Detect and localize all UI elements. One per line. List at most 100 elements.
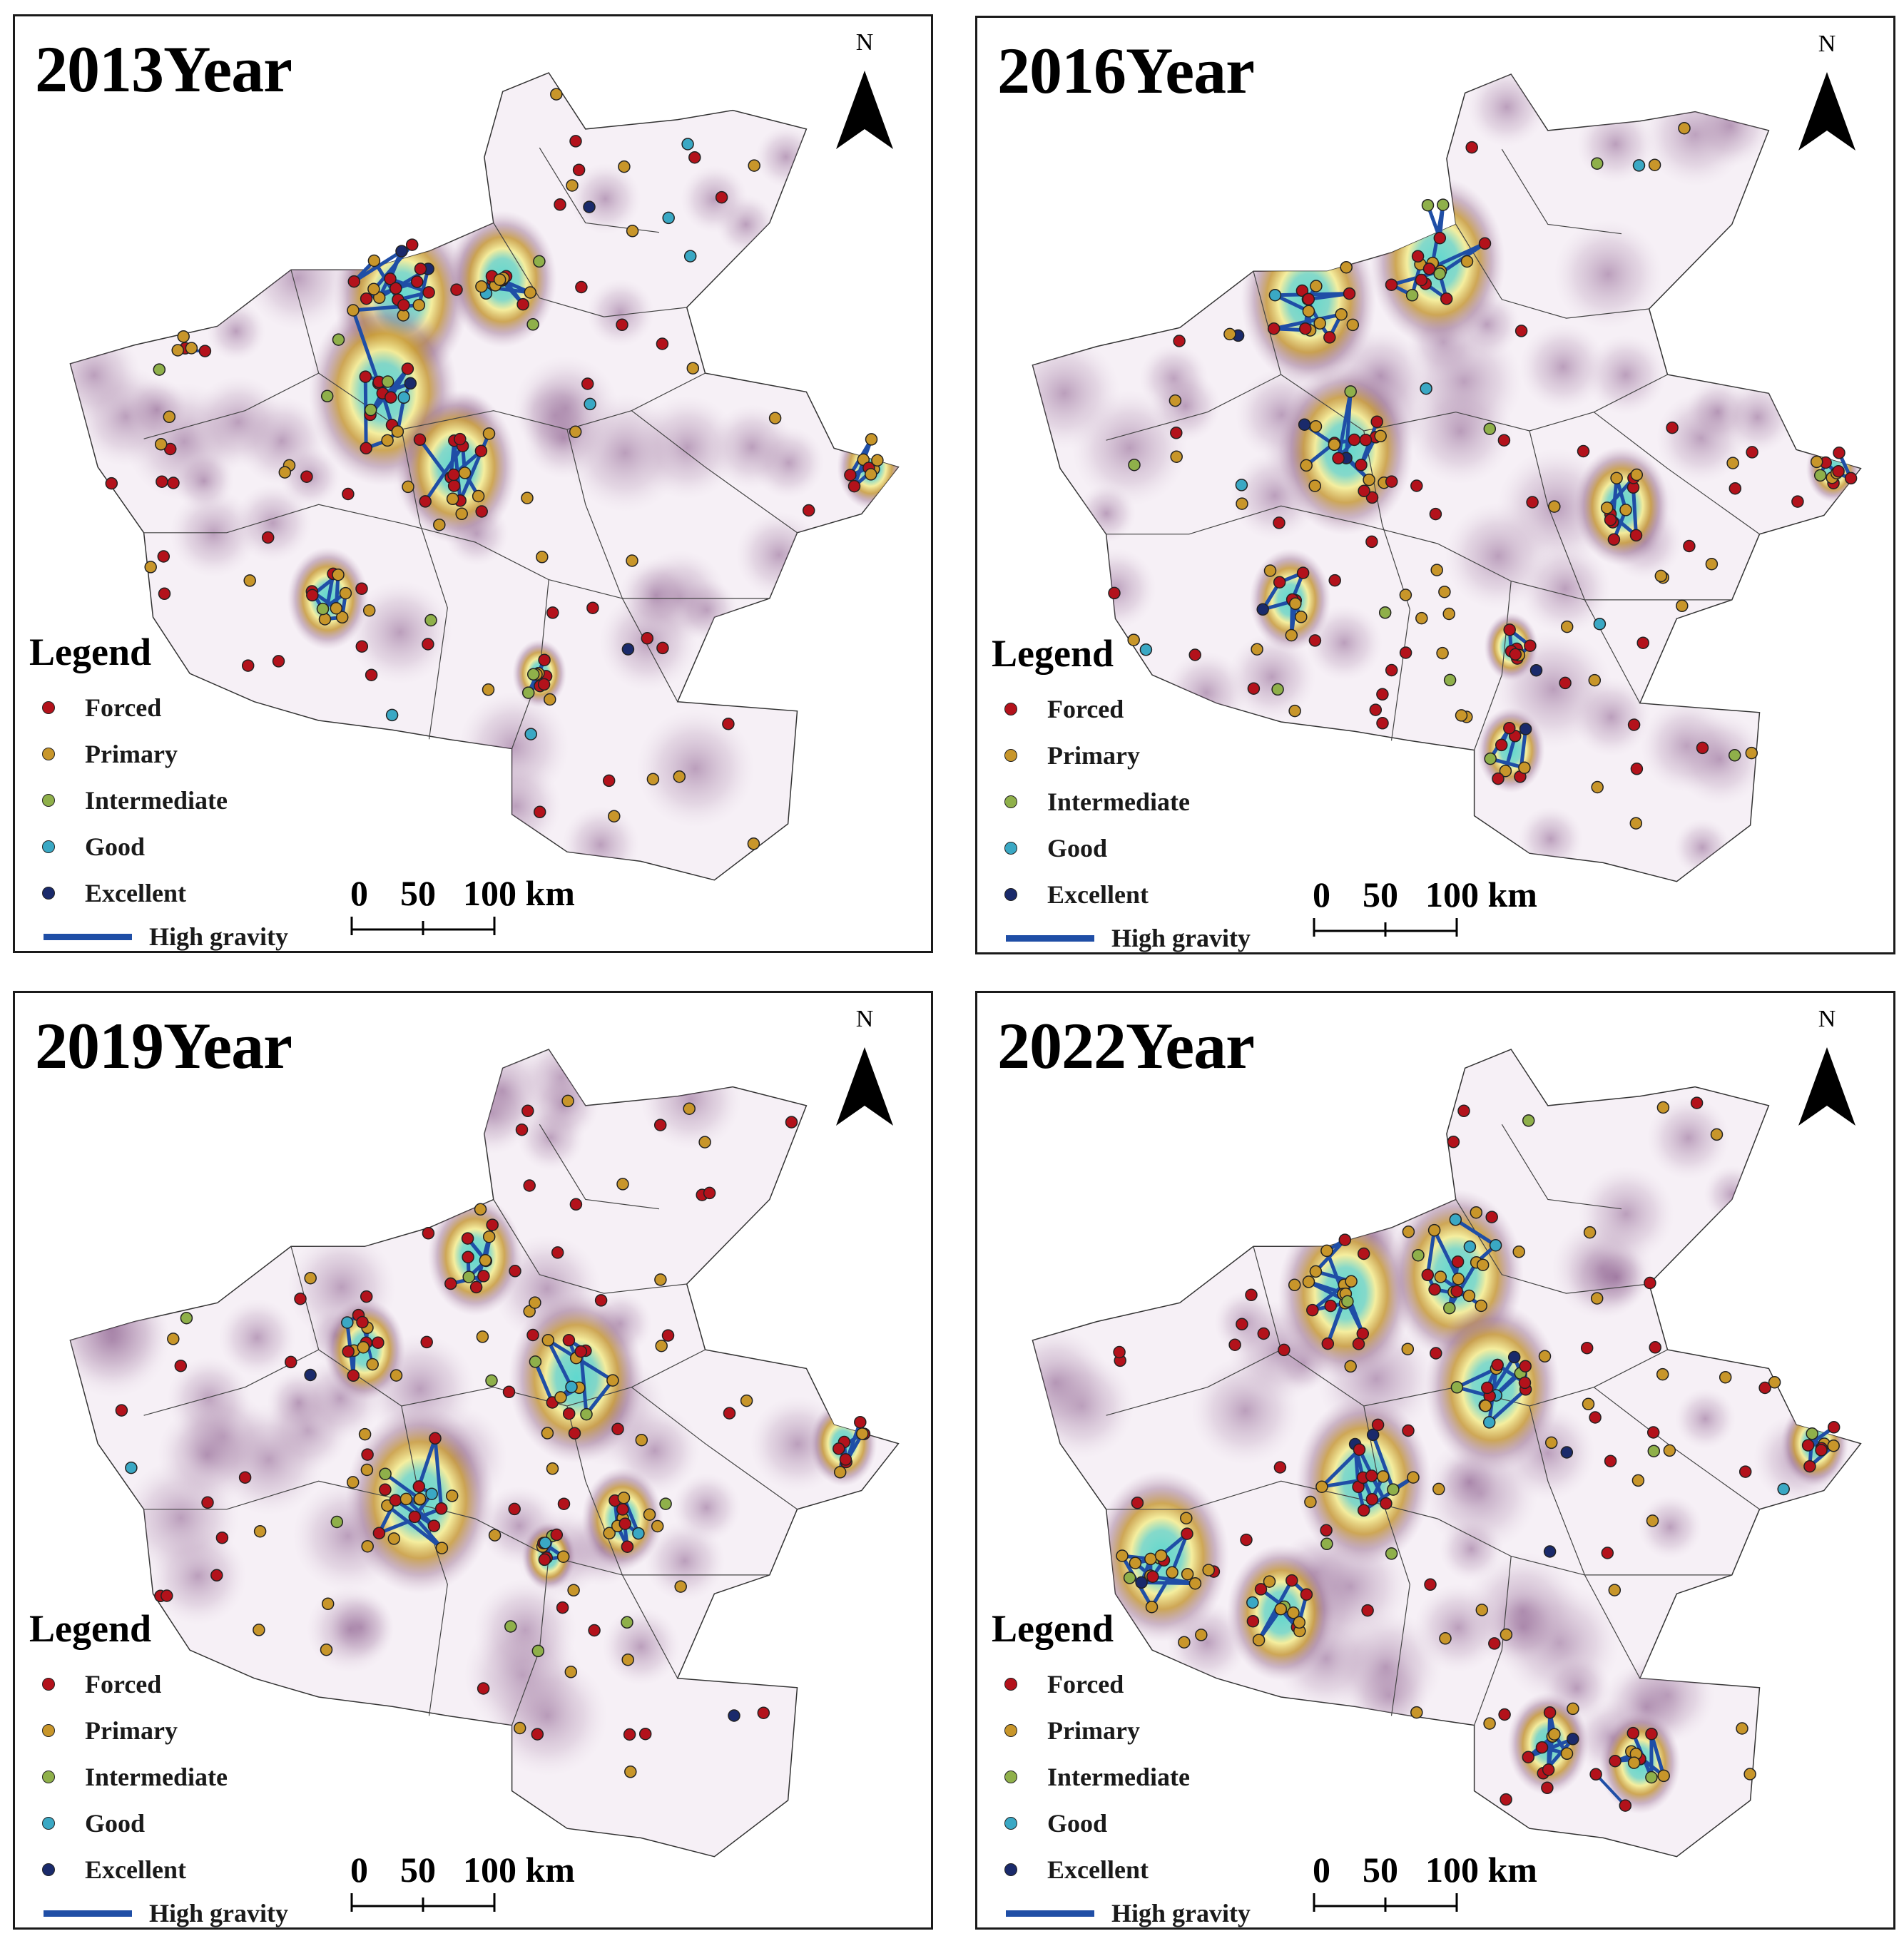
county-point [1777, 1482, 1790, 1496]
density-blob [1519, 542, 1612, 635]
county-point [1356, 1327, 1370, 1340]
county-point [379, 1467, 392, 1480]
county-point [1401, 1343, 1415, 1355]
county-point [1690, 1096, 1704, 1109]
county-point [1827, 1421, 1841, 1434]
county-point [588, 1624, 601, 1637]
county-point [404, 377, 417, 390]
county-point [210, 1569, 223, 1582]
county-point [1476, 1258, 1490, 1271]
county-point [385, 391, 397, 404]
county-points [105, 88, 884, 850]
county-point [1385, 475, 1398, 488]
county-point [180, 1311, 193, 1325]
county-point [646, 773, 660, 786]
density-blob [565, 393, 685, 513]
county-point [1421, 198, 1435, 212]
density-blob [125, 377, 189, 442]
county-point [1678, 121, 1691, 135]
county-point [1544, 1436, 1558, 1450]
county-point [1541, 1781, 1554, 1795]
county-point [1833, 447, 1846, 459]
county-point [1421, 1268, 1435, 1282]
county-point [1293, 1616, 1306, 1629]
county-point [144, 561, 157, 574]
county-point [656, 641, 669, 655]
county-point [1645, 1771, 1658, 1784]
county-point [1129, 1557, 1142, 1569]
county-point [384, 272, 397, 285]
hotspot [508, 1292, 644, 1464]
hotspot [427, 1196, 523, 1316]
county-point [1542, 1763, 1555, 1776]
legend-item-primary: Primary [29, 730, 329, 777]
county-point [408, 1510, 422, 1524]
county-point [1509, 648, 1522, 661]
county-point [1696, 741, 1709, 755]
legend-label: Primary [85, 739, 178, 768]
north-arrow: N [1795, 1006, 1859, 1141]
county-point [346, 1476, 360, 1489]
county-boundary [566, 429, 678, 702]
county-point [1560, 1747, 1574, 1761]
legend-item-excellent: Excellent [992, 1846, 1291, 1892]
county-point [1498, 1708, 1511, 1721]
county-point [1308, 479, 1321, 492]
county-point [1306, 1303, 1319, 1317]
county-point [1352, 1338, 1365, 1350]
county-point [1644, 1276, 1656, 1290]
county-boundary [1455, 1199, 1649, 1294]
good-dot-icon [1004, 841, 1017, 855]
county-point [1593, 617, 1607, 631]
county-point [1439, 1632, 1452, 1645]
county-point [1428, 1283, 1441, 1296]
county-point [618, 1517, 631, 1530]
county-point [1810, 455, 1823, 469]
county-boundary [1529, 1405, 1641, 1678]
county-point [653, 1119, 667, 1131]
county-point [1113, 1345, 1126, 1359]
legend-item-high-gravity: High gravity [29, 916, 329, 951]
county-point [529, 1355, 542, 1368]
county-boundary [1529, 430, 1641, 703]
county-point [1791, 495, 1804, 508]
county-point [316, 602, 330, 616]
primary-dot-icon [42, 747, 55, 760]
county-point [360, 292, 373, 305]
county-point [1173, 335, 1186, 347]
county-point [531, 1644, 545, 1658]
density-blob [156, 1405, 258, 1505]
legend-item-primary: Primary [29, 1707, 329, 1753]
county-point [603, 1527, 616, 1540]
county-point [1647, 1445, 1661, 1457]
good-dot-icon [1004, 1816, 1017, 1830]
county-point [541, 1427, 554, 1440]
county-point [447, 468, 460, 482]
legend-item-good: Good [29, 823, 329, 870]
county-point [367, 282, 380, 296]
scale-label-0: 0 [350, 1850, 368, 1890]
gravity-link [1631, 487, 1638, 536]
county-point [390, 1369, 403, 1382]
county-point [569, 425, 582, 439]
county-point [1503, 623, 1516, 636]
county-point [554, 198, 566, 211]
county-point [1308, 634, 1322, 647]
county-point [1228, 1338, 1241, 1351]
county-point [1402, 1226, 1415, 1238]
legend-label: Forced [1047, 694, 1124, 723]
county-point [1719, 1370, 1732, 1384]
county-point [482, 683, 495, 696]
county-point [320, 1643, 333, 1656]
county-point [1251, 643, 1263, 656]
county-point [594, 1294, 608, 1307]
county-point [536, 551, 549, 564]
map-panel-3: 2019Year N Legend Forced Primary Interme… [13, 991, 933, 1930]
legend-label: High gravity [149, 922, 288, 951]
county-point [379, 1483, 392, 1497]
county-point [1518, 761, 1531, 775]
county-point [1577, 444, 1590, 458]
forced-dot-icon [42, 701, 55, 714]
county-point [284, 1355, 297, 1369]
county-point [623, 1728, 636, 1741]
